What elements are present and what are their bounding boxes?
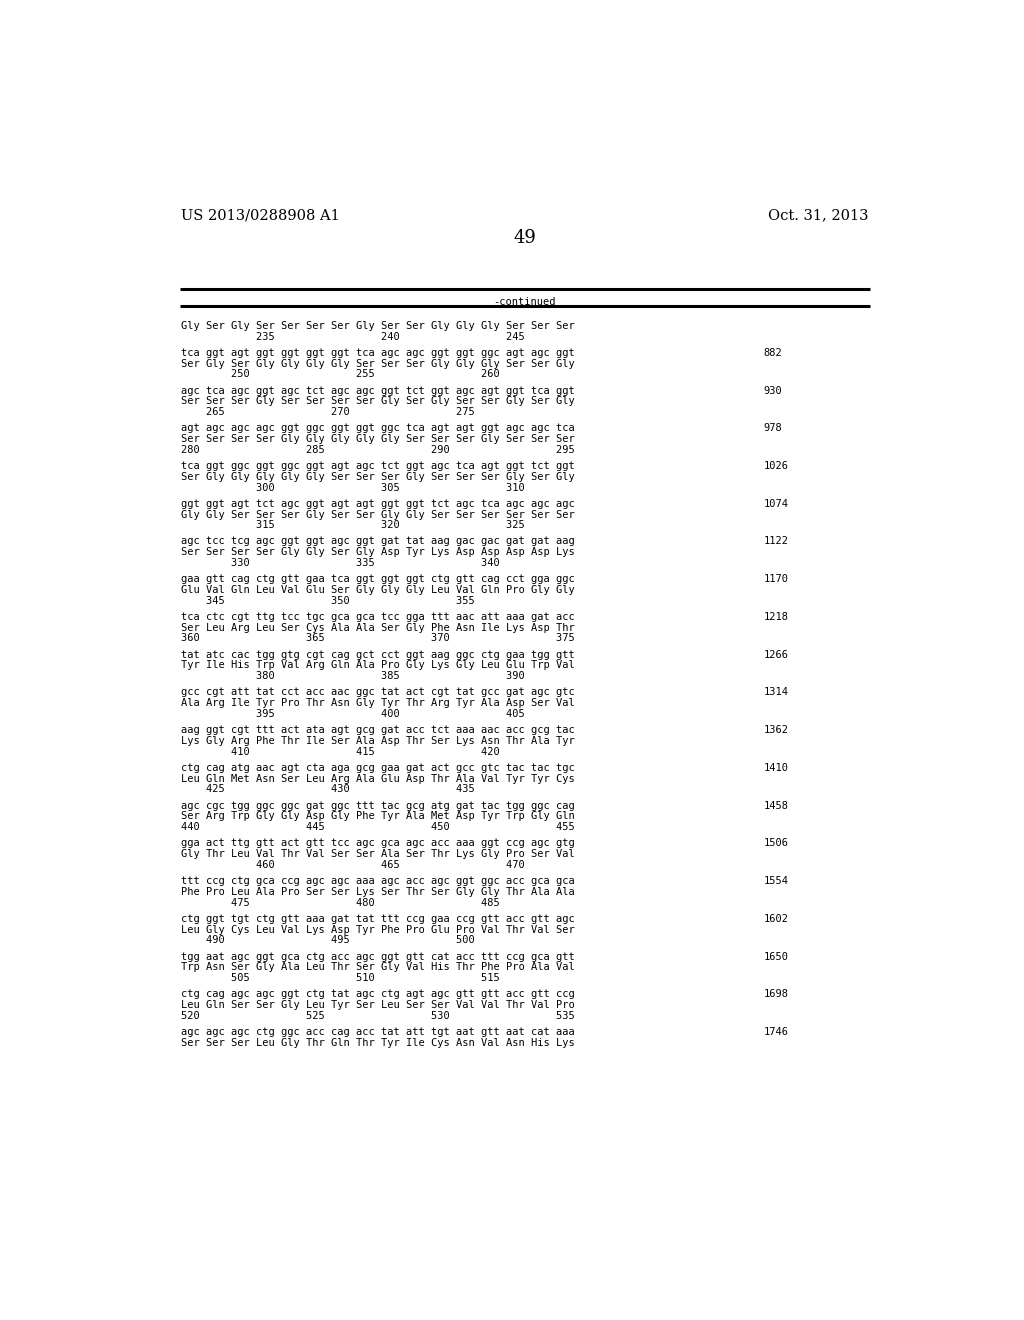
Text: 1602: 1602 — [764, 913, 788, 924]
Text: tca ggt ggc ggt ggc ggt agt agc tct ggt agc tca agt ggt tct ggt: tca ggt ggc ggt ggc ggt agt agc tct ggt … — [180, 461, 574, 471]
Text: Ser Leu Arg Leu Ser Cys Ala Ala Ser Gly Phe Asn Ile Lys Asp Thr: Ser Leu Arg Leu Ser Cys Ala Ala Ser Gly … — [180, 623, 574, 632]
Text: aag ggt cgt ttt act ata agt gcg gat acc tct aaa aac acc gcg tac: aag ggt cgt ttt act ata agt gcg gat acc … — [180, 725, 574, 735]
Text: 345                 350                 355: 345 350 355 — [180, 595, 474, 606]
Text: 1026: 1026 — [764, 461, 788, 471]
Text: 475                 480                 485: 475 480 485 — [180, 898, 500, 908]
Text: 1410: 1410 — [764, 763, 788, 772]
Text: Glu Val Gln Leu Val Glu Ser Gly Gly Gly Leu Val Gln Pro Gly Gly: Glu Val Gln Leu Val Glu Ser Gly Gly Gly … — [180, 585, 574, 595]
Text: Phe Pro Leu Ala Pro Ser Ser Lys Ser Thr Ser Gly Gly Thr Ala Ala: Phe Pro Leu Ala Pro Ser Ser Lys Ser Thr … — [180, 887, 574, 896]
Text: Leu Gln Ser Ser Gly Leu Tyr Ser Leu Ser Ser Val Val Thr Val Pro: Leu Gln Ser Ser Gly Leu Tyr Ser Leu Ser … — [180, 1001, 574, 1010]
Text: 1746: 1746 — [764, 1027, 788, 1038]
Text: ctg cag agc agc ggt ctg tat agc ctg agt agc gtt gtt acc gtt ccg: ctg cag agc agc ggt ctg tat agc ctg agt … — [180, 989, 574, 999]
Text: 1458: 1458 — [764, 800, 788, 810]
Text: Ala Arg Ile Tyr Pro Thr Asn Gly Tyr Thr Arg Tyr Ala Asp Ser Val: Ala Arg Ile Tyr Pro Thr Asn Gly Tyr Thr … — [180, 698, 574, 708]
Text: Gly Thr Leu Val Thr Val Ser Ser Ala Ser Thr Lys Gly Pro Ser Val: Gly Thr Leu Val Thr Val Ser Ser Ala Ser … — [180, 849, 574, 859]
Text: 440                 445                 450                 455: 440 445 450 455 — [180, 822, 574, 832]
Text: 425                 430                 435: 425 430 435 — [180, 784, 474, 795]
Text: Lys Gly Arg Phe Thr Ile Ser Ala Asp Thr Ser Lys Asn Thr Ala Tyr: Lys Gly Arg Phe Thr Ile Ser Ala Asp Thr … — [180, 737, 574, 746]
Text: 520                 525                 530                 535: 520 525 530 535 — [180, 1011, 574, 1020]
Text: 1074: 1074 — [764, 499, 788, 508]
Text: 460                 465                 470: 460 465 470 — [180, 859, 524, 870]
Text: -continued: -continued — [494, 297, 556, 308]
Text: ctg cag atg aac agt cta aga gcg gaa gat act gcc gtc tac tac tgc: ctg cag atg aac agt cta aga gcg gaa gat … — [180, 763, 574, 772]
Text: 1506: 1506 — [764, 838, 788, 849]
Text: 315                 320                 325: 315 320 325 — [180, 520, 524, 531]
Text: 505                 510                 515: 505 510 515 — [180, 973, 500, 983]
Text: gcc cgt att tat cct acc aac ggc tat act cgt tat gcc gat agc gtc: gcc cgt att tat cct acc aac ggc tat act … — [180, 688, 574, 697]
Text: gga act ttg gtt act gtt tcc agc gca agc acc aaa ggt ccg agc gtg: gga act ttg gtt act gtt tcc agc gca agc … — [180, 838, 574, 849]
Text: Leu Gln Met Asn Ser Leu Arg Ala Glu Asp Thr Ala Val Tyr Tyr Cys: Leu Gln Met Asn Ser Leu Arg Ala Glu Asp … — [180, 774, 574, 784]
Text: Ser Ser Ser Gly Ser Ser Ser Ser Gly Ser Gly Ser Ser Gly Ser Gly: Ser Ser Ser Gly Ser Ser Ser Ser Gly Ser … — [180, 396, 574, 407]
Text: 395                 400                 405: 395 400 405 — [180, 709, 524, 719]
Text: 1650: 1650 — [764, 952, 788, 961]
Text: agc tca agc ggt agc tct agc agc ggt tct ggt agc agt ggt tca ggt: agc tca agc ggt agc tct agc agc ggt tct … — [180, 385, 574, 396]
Text: Ser Arg Trp Gly Gly Asp Gly Phe Tyr Ala Met Asp Tyr Trp Gly Gln: Ser Arg Trp Gly Gly Asp Gly Phe Tyr Ala … — [180, 812, 574, 821]
Text: Gly Ser Gly Ser Ser Ser Ser Gly Ser Ser Gly Gly Gly Ser Ser Ser: Gly Ser Gly Ser Ser Ser Ser Gly Ser Ser … — [180, 321, 574, 331]
Text: agc cgc tgg ggc ggc gat ggc ttt tac gcg atg gat tac tgg ggc cag: agc cgc tgg ggc ggc gat ggc ttt tac gcg … — [180, 800, 574, 810]
Text: 49: 49 — [513, 230, 537, 247]
Text: agc tcc tcg agc ggt ggt agc ggt gat tat aag gac gac gat gat aag: agc tcc tcg agc ggt ggt agc ggt gat tat … — [180, 536, 574, 546]
Text: ggt ggt agt tct agc ggt agt agt ggt ggt tct agc tca agc agc agc: ggt ggt agt tct agc ggt agt agt ggt ggt … — [180, 499, 574, 508]
Text: agt agc agc agc ggt ggc ggt ggt ggc tca agt agt ggt agc agc tca: agt agc agc agc ggt ggc ggt ggt ggc tca … — [180, 424, 574, 433]
Text: 930: 930 — [764, 385, 782, 396]
Text: 1122: 1122 — [764, 536, 788, 546]
Text: Leu Gly Cys Leu Val Lys Asp Tyr Phe Pro Glu Pro Val Thr Val Ser: Leu Gly Cys Leu Val Lys Asp Tyr Phe Pro … — [180, 924, 574, 935]
Text: tat atc cac tgg gtg cgt cag gct cct ggt aag ggc ctg gaa tgg gtt: tat atc cac tgg gtg cgt cag gct cct ggt … — [180, 649, 574, 660]
Text: 300                 305                 310: 300 305 310 — [180, 483, 524, 492]
Text: 1170: 1170 — [764, 574, 788, 585]
Text: tca ggt agt ggt ggt ggt ggt tca agc agc ggt ggt ggc agt agc ggt: tca ggt agt ggt ggt ggt ggt tca agc agc … — [180, 348, 574, 358]
Text: Ser Gly Ser Gly Gly Gly Gly Ser Ser Ser Gly Gly Gly Ser Ser Gly: Ser Gly Ser Gly Gly Gly Gly Ser Ser Ser … — [180, 359, 574, 368]
Text: Ser Ser Ser Ser Gly Gly Ser Gly Asp Tyr Lys Asp Asp Asp Asp Lys: Ser Ser Ser Ser Gly Gly Ser Gly Asp Tyr … — [180, 548, 574, 557]
Text: Ser Gly Gly Gly Gly Gly Ser Ser Ser Gly Ser Ser Ser Gly Ser Gly: Ser Gly Gly Gly Gly Gly Ser Ser Ser Gly … — [180, 471, 574, 482]
Text: agc agc agc ctg ggc acc cag acc tat att tgt aat gtt aat cat aaa: agc agc agc ctg ggc acc cag acc tat att … — [180, 1027, 574, 1038]
Text: US 2013/0288908 A1: US 2013/0288908 A1 — [180, 209, 339, 223]
Text: Gly Gly Ser Ser Ser Gly Ser Ser Gly Gly Ser Ser Ser Ser Ser Ser: Gly Gly Ser Ser Ser Gly Ser Ser Gly Gly … — [180, 510, 574, 520]
Text: Ser Ser Ser Ser Gly Gly Gly Gly Gly Ser Ser Ser Gly Ser Ser Ser: Ser Ser Ser Ser Gly Gly Gly Gly Gly Ser … — [180, 434, 574, 444]
Text: 380                 385                 390: 380 385 390 — [180, 671, 524, 681]
Text: 1698: 1698 — [764, 989, 788, 999]
Text: 360                 365                 370                 375: 360 365 370 375 — [180, 634, 574, 643]
Text: gaa gtt cag ctg gtt gaa tca ggt ggt ggt ctg gtt cag cct gga ggc: gaa gtt cag ctg gtt gaa tca ggt ggt ggt … — [180, 574, 574, 585]
Text: 250                 255                 260: 250 255 260 — [180, 370, 500, 379]
Text: 490                 495                 500: 490 495 500 — [180, 936, 474, 945]
Text: tgg aat agc ggt gca ctg acc agc ggt gtt cat acc ttt ccg gca gtt: tgg aat agc ggt gca ctg acc agc ggt gtt … — [180, 952, 574, 961]
Text: 978: 978 — [764, 424, 782, 433]
Text: 1362: 1362 — [764, 725, 788, 735]
Text: Oct. 31, 2013: Oct. 31, 2013 — [768, 209, 869, 223]
Text: 410                 415                 420: 410 415 420 — [180, 747, 500, 756]
Text: 330                 335                 340: 330 335 340 — [180, 558, 500, 568]
Text: 1218: 1218 — [764, 612, 788, 622]
Text: 235                 240                 245: 235 240 245 — [180, 331, 524, 342]
Text: tca ctc cgt ttg tcc tgc gca gca tcc gga ttt aac att aaa gat acc: tca ctc cgt ttg tcc tgc gca gca tcc gga … — [180, 612, 574, 622]
Text: ctg ggt tgt ctg gtt aaa gat tat ttt ccg gaa ccg gtt acc gtt agc: ctg ggt tgt ctg gtt aaa gat tat ttt ccg … — [180, 913, 574, 924]
Text: 280                 285                 290                 295: 280 285 290 295 — [180, 445, 574, 455]
Text: Trp Asn Ser Gly Ala Leu Thr Ser Gly Val His Thr Phe Pro Ala Val: Trp Asn Ser Gly Ala Leu Thr Ser Gly Val … — [180, 962, 574, 973]
Text: 882: 882 — [764, 348, 782, 358]
Text: 1266: 1266 — [764, 649, 788, 660]
Text: Ser Ser Ser Leu Gly Thr Gln Thr Tyr Ile Cys Asn Val Asn His Lys: Ser Ser Ser Leu Gly Thr Gln Thr Tyr Ile … — [180, 1038, 574, 1048]
Text: ttt ccg ctg gca ccg agc agc aaa agc acc agc ggt ggc acc gca gca: ttt ccg ctg gca ccg agc agc aaa agc acc … — [180, 876, 574, 886]
Text: 1314: 1314 — [764, 688, 788, 697]
Text: 265                 270                 275: 265 270 275 — [180, 407, 474, 417]
Text: Tyr Ile His Trp Val Arg Gln Ala Pro Gly Lys Gly Leu Glu Trp Val: Tyr Ile His Trp Val Arg Gln Ala Pro Gly … — [180, 660, 574, 671]
Text: 1554: 1554 — [764, 876, 788, 886]
